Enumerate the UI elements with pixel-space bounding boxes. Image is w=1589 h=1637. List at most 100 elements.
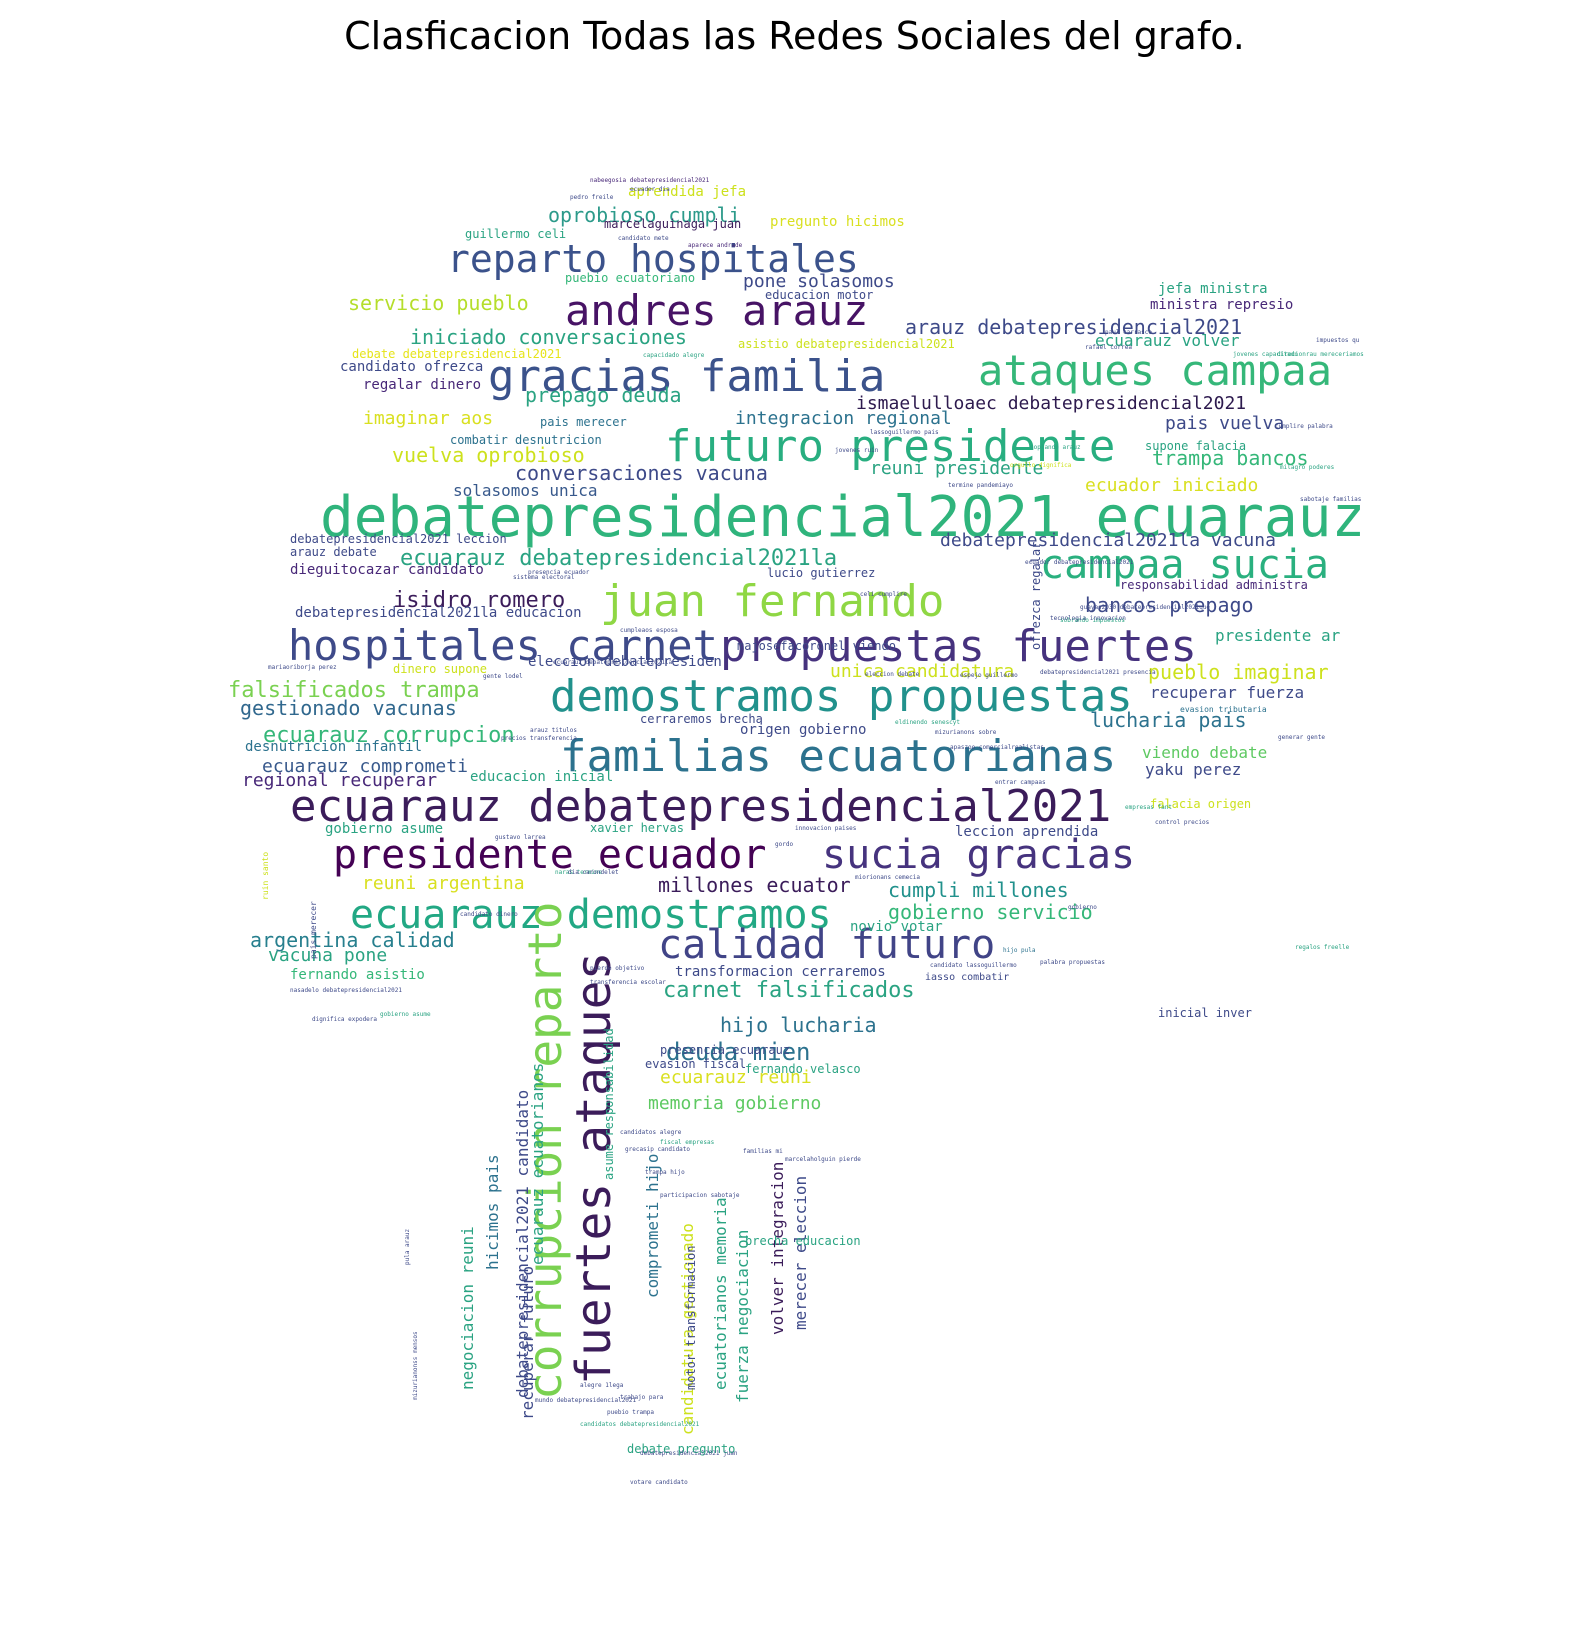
cloud-word: eleccion debate — [865, 671, 920, 678]
cloud-word: recuperar fuerza — [1150, 683, 1305, 702]
cloud-word: reuni argentina — [362, 873, 525, 894]
cloud-word: merecer eleccion — [791, 1175, 810, 1330]
cloud-word: cumpli millones — [888, 878, 1069, 902]
cloud-word: trampa hijo — [645, 1169, 685, 1176]
cloud-word: candidato lassoguillermo — [930, 962, 1017, 969]
cloud-word: miorionans cemecia — [855, 874, 921, 881]
cloud-word: integracion regional — [735, 408, 952, 429]
cloud-word: recuperar futuro — [518, 1265, 537, 1420]
cloud-word: arauz debatepresidencial2021 — [905, 315, 1243, 339]
cloud-word: gobierno servicio — [888, 900, 1093, 924]
cloud-word: hijo pula — [1003, 947, 1036, 954]
cloud-word: regional recuperar — [242, 770, 438, 791]
cloud-word: fiscal empresas — [660, 1139, 715, 1146]
cloud-word: cumpleaos esposa — [620, 627, 678, 634]
cloud-word: gente lodel — [483, 673, 523, 680]
cloud-word: ruin santo — [261, 851, 270, 900]
cloud-word: ecuarauz debatepresidencial2021la — [553, 659, 673, 666]
cloud-word: ecuarauz comprometi — [262, 756, 468, 777]
chart-title: Clasficacion Todas las Redes Sociales de… — [344, 14, 1245, 58]
cloud-word: lucio gutierrez — [767, 566, 876, 580]
cloud-word: regalar dinero — [363, 377, 482, 393]
cloud-word: juan fernando — [600, 576, 945, 627]
cloud-word: debatepresidencial2021 presencia — [1040, 669, 1156, 676]
cloud-word: direcionrau mereceriamos — [1277, 351, 1364, 358]
cloud-word: debate pregunto — [627, 1442, 736, 1456]
cloud-word: ismaelulloaec debatepresidencial2021 — [856, 393, 1247, 414]
cloud-word: ecuador dia — [630, 186, 670, 193]
cloud-word: fuerza negociacion — [733, 1229, 752, 1403]
cloud-word: milagro poderes — [1280, 464, 1335, 471]
cloud-word: grecasip candidato — [625, 1146, 691, 1153]
cloud-word: participacion sabotaje — [660, 1192, 740, 1199]
cloud-word: candidato mete — [618, 235, 669, 242]
cloud-word: trampa bancos — [1152, 446, 1309, 470]
cloud-word: ecuatorianos memoria — [711, 1197, 730, 1390]
cloud-word: mundo debatepresidencial2021 — [535, 1397, 637, 1404]
cloud-word: vacuna pone — [268, 945, 388, 966]
cloud-word: carnet falsificados — [663, 978, 915, 1003]
cloud-word: candidatos alegre — [620, 1129, 682, 1136]
cloud-word: majosefacoronel viendo — [737, 639, 896, 653]
cloud-word: familias ecuatorianas — [560, 731, 1117, 782]
cloud-word: control precios — [1155, 819, 1210, 826]
cloud-word: sabotaje familias — [1300, 496, 1362, 503]
cloud-word: andres arauz — [565, 286, 869, 335]
cloud-word: educacion inicial — [470, 769, 614, 785]
cloud-word: responsabilidad administra — [1120, 578, 1308, 592]
cloud-word: prepago deuda — [525, 383, 682, 407]
cloud-word: gustavo larrea — [495, 834, 546, 841]
cloud-word: presidente ecuador — [333, 832, 767, 878]
cloud-word: soplando arauz — [1030, 444, 1081, 451]
cloud-word: eleccion debatepresiden — [528, 654, 722, 670]
cloud-word: inicial inver — [1158, 1006, 1252, 1020]
cloud-word: volver integracion — [768, 1161, 787, 1335]
cloud-word: solasomos unica — [453, 481, 598, 500]
cloud-word: hijo lucharia — [720, 1013, 877, 1037]
cloud-word: debate debatepresidencial2021 — [352, 347, 562, 361]
cloud-word: apaszoo comercialrealistas — [950, 744, 1044, 751]
cloud-word: sucia gracias — [822, 832, 1136, 878]
cloud-word: leccion aprendida — [955, 824, 1099, 840]
cloud-word: brecha educacion — [745, 1234, 861, 1248]
cloud-word: puebio trampa — [607, 1409, 654, 1416]
cloud-word: hicimos pais — [483, 1154, 502, 1270]
cloud-word: jovenes ruin — [835, 447, 879, 454]
cloud-word: transformacion cerraremos — [675, 964, 886, 980]
cloud-word: campaa sucia — [1040, 542, 1329, 588]
cloud-word: votare candidato — [630, 1479, 688, 1486]
cloud-word: nasadelo debatepresidencial2021 — [290, 987, 402, 994]
cloud-word: eldinendo senescyt — [895, 719, 961, 726]
cloud-word: sistema electoral — [513, 574, 575, 581]
cloud-word: ecuarauz corrupcion — [263, 723, 515, 748]
cloud-word: educacion motor — [765, 288, 874, 302]
cloud-word: iniciado conversaciones — [410, 325, 687, 349]
cloud-word: deuda mien — [666, 1038, 811, 1066]
cloud-word: reparto hospitales — [447, 237, 859, 281]
cloud-word: negociacion reuni — [458, 1226, 477, 1390]
cloud-word: pedro freile — [570, 194, 614, 201]
cloud-word: palabra propuestas — [1040, 959, 1106, 966]
cloud-word: dia carondelet — [568, 869, 619, 876]
cloud-word: conversaciones vacuna — [515, 461, 768, 485]
cloud-word: dinero supone — [393, 662, 487, 676]
cloud-word: ecuador iniciado — [1085, 475, 1259, 496]
cloud-word: candidato dinero — [460, 911, 518, 918]
cloud-word: argentina calidad — [250, 928, 455, 952]
cloud-word: pregunto hicimos — [770, 214, 905, 230]
cloud-word: debatepresidencial2021 leccion — [290, 532, 507, 546]
cloud-word: ecuarauz demostramos — [350, 892, 832, 938]
cloud-word: naras termine — [555, 869, 602, 876]
cloud-word: impuestos qu — [1316, 337, 1360, 344]
cloud-word: marcelaguinaga juan — [604, 217, 742, 231]
cloud-word: arauz titulos — [530, 727, 577, 734]
cloud-word: oprobioso cumpli — [548, 203, 741, 227]
cloud-word: demostramos propuestas — [550, 671, 1133, 722]
cloud-word: guayas2030 debatepresidencial2021que — [1080, 604, 1211, 611]
cloud-word: memoria gobierno — [648, 1093, 822, 1114]
cloud-word: lucharia pais — [1090, 708, 1247, 732]
cloud-word: pais vuelva — [1165, 413, 1285, 434]
cloud-word: gobierno asume — [380, 1011, 431, 1018]
cloud-word: millones ecuator — [658, 873, 851, 897]
